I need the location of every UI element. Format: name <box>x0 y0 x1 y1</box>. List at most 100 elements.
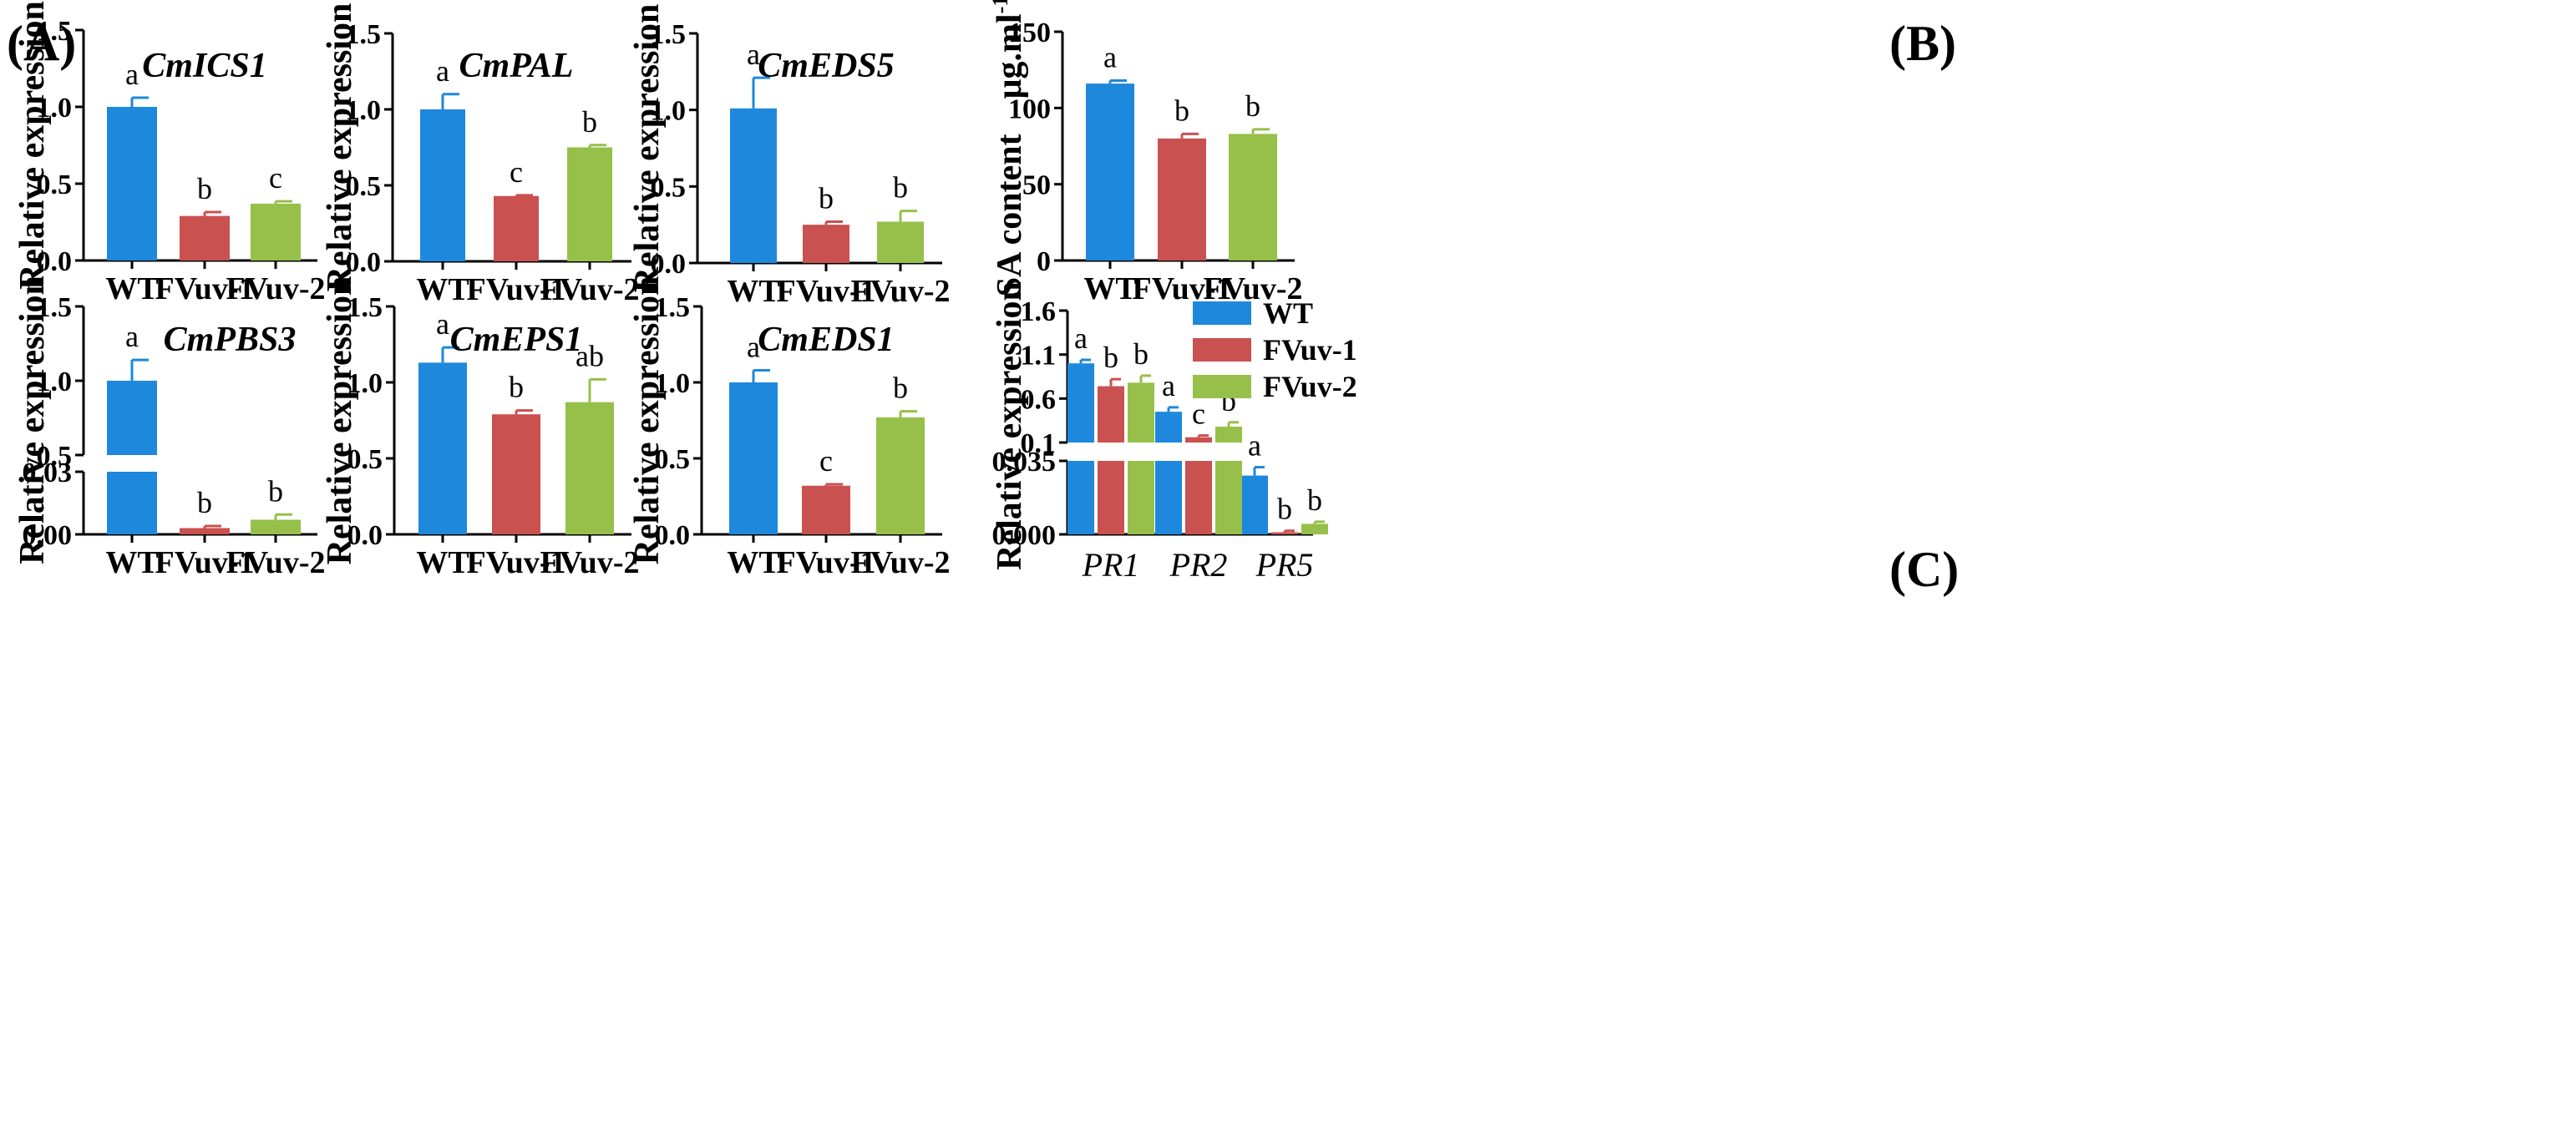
x-tick-label: FVuv-2 <box>851 545 951 580</box>
significance-label: b <box>819 182 834 215</box>
y-tick-label: 0.03 <box>23 458 73 488</box>
bar-fvuv-1 <box>494 195 539 261</box>
significance-label: a <box>125 58 139 91</box>
bar-pr1-fvuv-2-lower <box>1128 461 1154 534</box>
bar-wt-lower <box>107 472 157 534</box>
significance-label: c <box>269 161 282 195</box>
x-tick-label: FVuv-1 <box>1133 271 1232 306</box>
x-tick-label: WT <box>105 545 158 580</box>
bar-fvuv-1 <box>180 215 230 260</box>
chart-cmpbs3: 0.00 0.030.5 1.0 1.5 a WT b FVuv-1 b FVuv-2 CmPBS3… <box>13 276 325 580</box>
significance-label: a <box>747 330 760 363</box>
x-tick-label: FVuv-1 <box>467 272 566 307</box>
significance-label: b <box>268 474 283 508</box>
significance-label: b <box>1133 337 1149 371</box>
y-tick-label: 1.0 <box>651 96 687 127</box>
y-tick-label: 1.5 <box>37 292 73 323</box>
significance-label: a <box>1074 321 1088 355</box>
x-tick-label: FVuv-2 <box>540 545 640 580</box>
bar-wt <box>729 382 778 534</box>
chart-title: CmPBS3 <box>164 321 297 359</box>
bar-fvuv-2 <box>1229 134 1277 260</box>
significance-label: a <box>125 320 139 353</box>
y-axis-label: Relative expression <box>991 281 1029 570</box>
x-tick-label: FVuv-2 <box>540 272 640 307</box>
y-tick-label: 50 <box>1022 170 1051 201</box>
y-tick-label: 0 <box>1037 246 1051 277</box>
y-tick-label: 0.035 <box>992 447 1057 478</box>
x-tick-label: FVuv-2 <box>226 545 326 580</box>
panel-label-c: (C) <box>1889 542 1959 597</box>
y-tick-label: 0.0 <box>651 249 687 280</box>
y-tick-label: 0.00 <box>23 520 73 551</box>
bar-pr2-fvuv-1-upper <box>1185 437 1212 443</box>
x-tick-label: PR2 <box>1169 546 1228 584</box>
chart-sa-content: 0 50 100 150 a WT b FVuv-1 b FVuv-2 SA content μg.… <box>988 0 1302 306</box>
bar-pr2-fvuv-2-lower <box>1215 461 1242 534</box>
y-tick-label: 0.0 <box>37 246 73 277</box>
bar-pr2-wt-lower <box>1155 461 1182 534</box>
bar-wt <box>420 109 465 261</box>
chart-title: CmEDS5 <box>758 47 894 85</box>
significance-label: a <box>1103 40 1117 73</box>
x-tick-label: WT <box>1083 271 1136 306</box>
chart-title: CmEDS1 <box>758 321 894 359</box>
significance-label: b <box>1174 94 1189 127</box>
significance-label: c <box>1192 397 1205 431</box>
significance-label: c <box>510 155 523 189</box>
significance-label: b <box>893 372 908 405</box>
y-tick-label: 1.0 <box>347 368 383 399</box>
bar-pr1-wt-lower <box>1067 461 1094 534</box>
bar-pr1-fvuv-2-upper <box>1128 382 1154 443</box>
x-tick-label: WT <box>416 272 469 307</box>
significance-label: a <box>1248 429 1261 463</box>
y-tick-label: 1.0 <box>346 95 382 126</box>
y-axis-label: Relative expression <box>628 4 667 293</box>
significance-label: b <box>1103 341 1118 374</box>
significance-label: b <box>582 105 597 139</box>
y-tick-label: 0.000 <box>992 520 1057 551</box>
y-tick-label: 0.1 <box>1021 428 1057 459</box>
y-tick-label: 100 <box>1008 94 1051 124</box>
bar-pr1-fvuv-1-lower <box>1098 461 1124 534</box>
bar-pr5-fvuv-1 <box>1271 532 1298 534</box>
y-tick-label: 150 <box>1008 18 1051 48</box>
x-tick-label: FVuv-2 <box>226 271 326 306</box>
bar-wt <box>1086 83 1134 261</box>
bar-fvuv-2 <box>251 203 301 260</box>
bar-fvuv-2 <box>876 417 925 534</box>
significance-label: b <box>197 172 212 205</box>
bar-fvuv-2 <box>567 147 612 261</box>
y-axis-label: Relative expression <box>13 1 52 290</box>
significance-label: b <box>1245 89 1260 123</box>
x-tick-label: FVuv-1 <box>777 545 876 580</box>
bar-pr5-wt <box>1241 475 1268 534</box>
chart-cmpal: 0.0 0.5 1.0 1.5 a WT c FVuv-1 b FVuv-2 CmPAL Relati… <box>321 3 639 307</box>
bar-fvuv-1 <box>803 225 849 263</box>
y-axis-label: Relative expression <box>13 276 52 564</box>
y-axis-label: Relative expression <box>628 276 667 565</box>
significance-label: a <box>436 307 449 341</box>
significance-label: b <box>509 371 524 404</box>
y-tick-label: 0.0 <box>655 520 691 551</box>
y-tick-label: 1.0 <box>37 93 73 124</box>
x-tick-label: WT <box>727 545 779 580</box>
chart-title: CmPAL <box>459 47 574 85</box>
legend-swatch-fvuv-2 <box>1193 375 1251 398</box>
bar-pr1-fvuv-1-upper <box>1098 386 1124 443</box>
bar-wt <box>730 108 777 263</box>
chart-cmeds1: 0.0 0.5 1.0 1.5 a WT c FVuv-1 b FVuv-2 CmEDS1 Relat… <box>628 276 950 580</box>
significance-label: b <box>197 486 212 519</box>
bar-wt <box>107 107 157 260</box>
x-tick-label: FVuv-2 <box>851 274 951 309</box>
chart-cmeps1: 0.0 0.5 1.0 1.5 a WT b FVuv-1 ab FVuv-2 CmEPS1 Rela… <box>321 276 639 580</box>
legend-label-wt: WT <box>1263 296 1313 330</box>
significance-label: ab <box>576 339 604 372</box>
panel-label-a: (A) <box>7 16 76 71</box>
bar-fvuv-1 <box>180 528 230 534</box>
y-tick-label: 0.0 <box>347 520 383 551</box>
y-axis-label: Relative expression <box>321 3 359 292</box>
bar-wt <box>418 362 467 534</box>
